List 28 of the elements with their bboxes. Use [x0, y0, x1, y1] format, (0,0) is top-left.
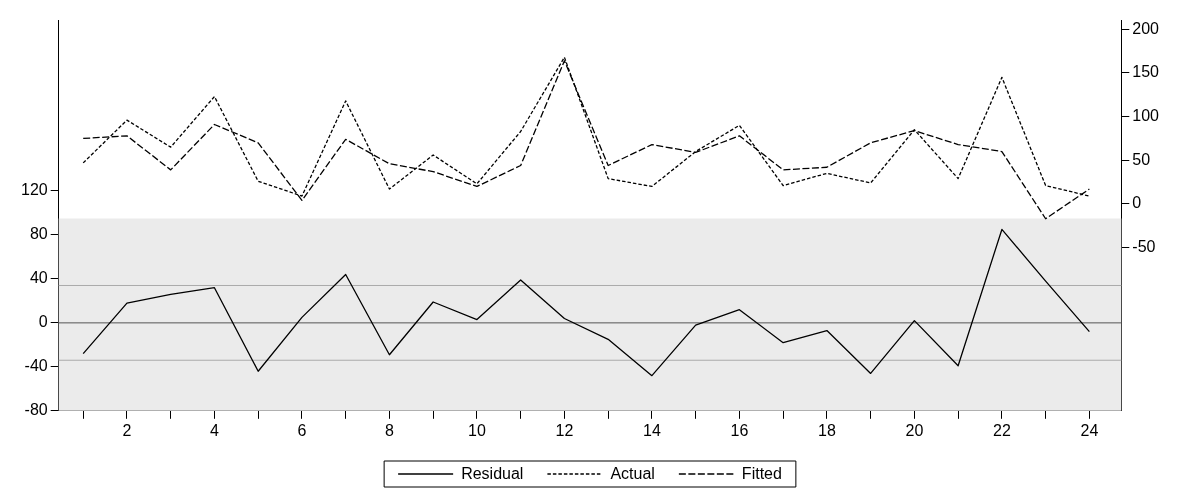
legend-label: Fitted: [741, 465, 782, 483]
x-tick-label: 16: [730, 421, 749, 439]
x-tick-label: 20: [905, 421, 924, 439]
y-tick-label: -40: [24, 357, 48, 375]
y2-tick-label: 50: [1132, 150, 1151, 168]
line-series: [82, 60, 1091, 220]
x-tick-label: 8: [384, 421, 394, 439]
x-tick-label: 22: [992, 421, 1011, 439]
y2-tick-label: -50: [1132, 237, 1156, 255]
y-tick-label: 120: [20, 181, 48, 199]
x-tick-label: 24: [1080, 421, 1099, 439]
y2-tick-label: 0: [1132, 194, 1142, 212]
x-tick-label: 12: [555, 421, 574, 439]
y2-tick-label: 200: [1132, 19, 1160, 37]
x-tick-label: 4: [209, 421, 219, 439]
x-tick-label: 18: [817, 421, 836, 439]
y2-tick-label: 100: [1132, 107, 1160, 125]
y-tick-label: -80: [24, 401, 48, 419]
y2-tick-label: 150: [1132, 63, 1160, 81]
legend-label: Actual: [610, 465, 655, 483]
x-tick-label: 6: [297, 421, 307, 439]
x-tick-label: 10: [468, 421, 486, 439]
x-tick-label: 2: [122, 421, 132, 439]
legend-label: Residual: [461, 465, 524, 483]
x-tick-label: 14: [643, 421, 661, 439]
y-tick-label: 40: [29, 269, 48, 287]
y-tick-label: 0: [38, 313, 48, 331]
y-tick-label: 80: [29, 225, 48, 243]
